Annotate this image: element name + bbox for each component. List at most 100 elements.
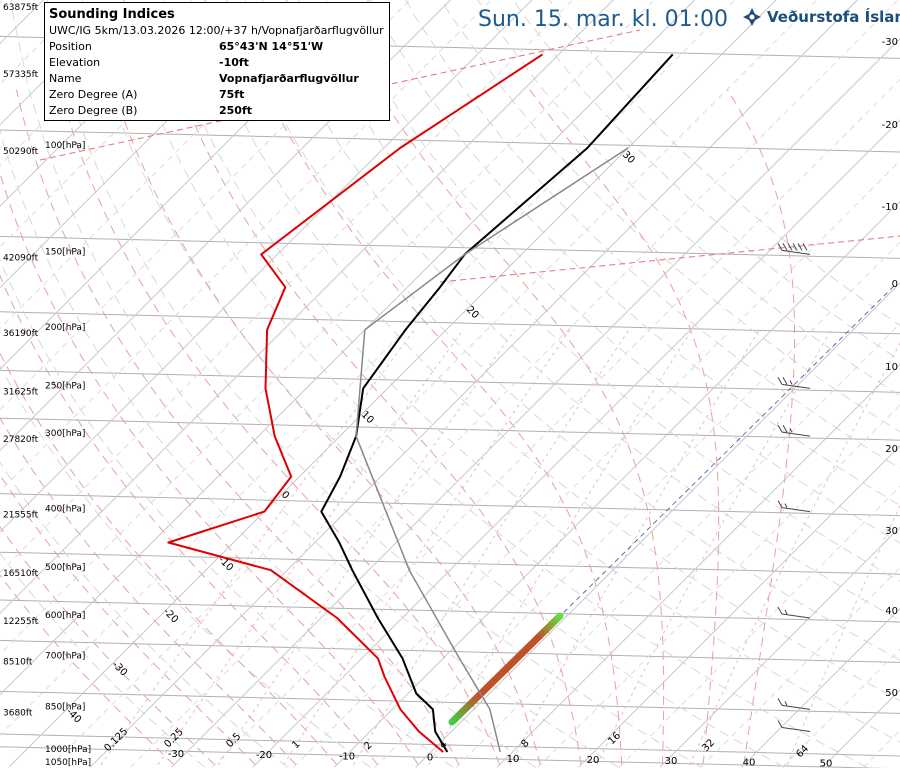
barb-staff [781,431,811,437]
barb-flag [777,424,783,433]
mixing-ratio-lines [100,329,900,766]
pressure-tick-label: 1000[hPa] [45,745,91,755]
temperature-tick-label: 50 [820,759,833,768]
pressure-tick-label: 850[hPa] [45,702,85,712]
right-axis-label: -20 [882,120,898,131]
dewpoint-line [167,53,544,753]
altitude-tick-label: 12255ft [3,617,39,627]
mixing-ratio-line [157,329,464,766]
barb-staff [781,704,811,710]
legend-title: Sounding Indices [49,7,175,22]
altitude-tick-label: 16510ft [3,569,39,579]
barb-staff [781,383,811,389]
wind-barb [777,720,811,733]
isotherm-line [415,282,900,768]
dry-adiabat [369,0,900,506]
isotherm-line [659,526,900,768]
isobar-line [0,746,888,768]
isotherm-dashed [0,0,655,655]
moist-adiabat [0,171,419,766]
isotherm-line [8,0,777,768]
right-axis-label: 0 [892,279,898,290]
temperature-tick-label: -30 [168,749,184,760]
pressure-tick-label: 250[hPa] [45,381,85,391]
isotherm-line [333,200,900,768]
isotherm-dashed [130,0,899,768]
barb-flag [782,377,788,385]
barb-flag [777,243,783,251]
isotherm-label: 10 [359,409,376,426]
legend-value: 65°43'N 14°51'W [219,40,324,53]
moist-adiabat [0,525,216,766]
mixing-ratio-line [596,329,832,766]
barb-staff [781,507,811,513]
dry-adiabat [0,552,206,768]
right-axis-label: 50 [885,688,898,699]
isotherm-dashed [0,0,85,85]
isobar-line [0,311,900,335]
isotherm-line [740,607,900,768]
sounding-indices-panel: Sounding Indices UWC/IG 5km/13.03.2026 1… [44,2,390,121]
wind-barbs [777,243,811,733]
pressure-tick-label: 150[hPa] [45,247,85,257]
moist-adiabat [0,417,297,766]
isotherm-dashed [0,0,14,767]
mixing-ratio-line [428,329,693,766]
legend-label: Position [49,40,92,53]
barb-flag [777,720,783,728]
altitude-tick-label: 27820ft [3,435,39,445]
isotherm-dashed [456,322,900,768]
right-axis-label: 40 [885,606,898,617]
guide-line [39,29,641,161]
mixing-ratio-label: 64 [794,743,811,760]
wind-barb [777,424,811,437]
legend-row-name: Name Vopnafjarðarflugvöllur [49,71,385,87]
barb-flag [782,424,788,433]
temperature-tick-label: 0 [427,753,433,764]
legend-row-zero-b: Zero Degree (B) 250ft [49,103,385,119]
right-axis-label: 10 [885,362,898,373]
isotherm-dashed [49,0,818,768]
isotherm-dashed [537,404,900,768]
barb-flag [797,243,803,251]
mixing-ratio-line [283,329,571,766]
barb-flag [777,698,783,706]
barb-half [789,380,793,385]
pressure-tick-label: 700[hPa] [45,651,85,661]
pressure-tick-label: 1050[hPa] [45,758,91,768]
temperature-tick-label: -10 [339,751,355,762]
isotherm-line [89,0,859,768]
wind-barb [777,500,811,513]
moist-adiabat [112,89,541,765]
isobar-line [0,369,900,393]
right-axis-label: 30 [885,526,898,537]
isotherm-line [0,0,614,614]
isotherm-line [0,0,696,696]
mixing-ratio-line [689,342,900,766]
legend-label: Elevation [49,56,101,69]
wind-barb [777,243,811,255]
wind-barb [777,377,811,389]
dry-adiabat [0,461,288,768]
isotherm-label: -20 [161,606,180,625]
isotherm-dashed [700,567,900,768]
mixing-ratio-line [509,329,760,766]
barb-flag [782,243,788,251]
right-axis-label: 20 [885,444,898,455]
legend-row-zero-a: Zero Degree (A) 75ft [49,87,385,103]
barb-flag [792,243,798,251]
altitude-tick-label: 3680ft [3,708,33,718]
dry-adiabat [405,0,900,469]
dry-adiabat [190,0,900,702]
barb-flag [777,606,783,615]
logo-icon [743,8,761,26]
isotherm-label: -30 [110,659,129,678]
dry-adiabat [0,128,537,768]
altitude-tick-label: 31625ft [3,387,39,397]
temperature-tick-label: 30 [665,756,678,767]
dry-adiabat [441,0,900,433]
dry-adiabat [118,0,868,768]
pressure-tick-label: 500[hPa] [45,563,85,573]
altitude-tick-label: 63875ft [3,3,39,13]
